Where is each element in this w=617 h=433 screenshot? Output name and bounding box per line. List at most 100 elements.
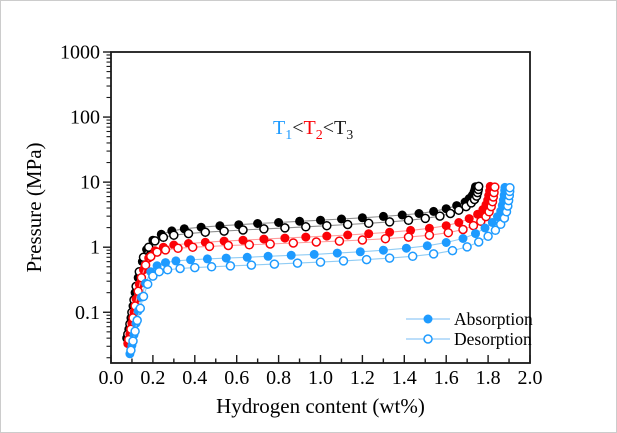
data-point-marker: [322, 220, 332, 231]
data-point-marker: [152, 247, 162, 257]
data-point-marker: [269, 259, 280, 269]
data-point-marker: [462, 242, 472, 252]
data-point-marker: [280, 233, 290, 243]
data-point-marker: [190, 262, 200, 273]
legend-label: Absorption: [454, 309, 533, 329]
data-point-marker: [173, 243, 183, 254]
data-point-marker: [378, 211, 388, 221]
data-point-marker: [130, 326, 140, 337]
data-point-marker: [292, 258, 303, 268]
data-point-marker: [146, 251, 156, 262]
y-tick-label: 0.1: [75, 302, 100, 324]
data-point-marker: [183, 228, 194, 239]
data-point-marker: [428, 249, 439, 259]
data-point-marker: [150, 236, 160, 246]
data-point-marker: [238, 225, 248, 235]
annotation-text: T1<T2<T3: [273, 117, 353, 143]
data-point-marker: [355, 247, 365, 257]
data-point-marker: [483, 231, 493, 242]
data-point-marker: [138, 291, 149, 302]
data-point-marker: [445, 208, 456, 219]
y-tick-label: 1: [90, 237, 100, 259]
x-axis-ticks: 0.0 0.2 0.4 0.6 0.8 1.0 1.2 1.4 1.6 1.8 2.0: [99, 355, 543, 389]
chart-generated-content: 0.0 0.2 0.4 0.6 0.8 1.0 1.2 1.4 1.6 1.8 2.0 0.1 1 10 1…: [60, 42, 543, 390]
data-point-marker: [407, 251, 418, 262]
data-point-marker: [384, 217, 395, 227]
data-point-marker: [364, 229, 374, 239]
data-point-marker: [244, 240, 255, 250]
data-point-marker: [334, 236, 345, 246]
data-point-marker: [175, 263, 185, 274]
x-tick-label: 1.8: [476, 367, 501, 389]
data-point-marker: [253, 219, 263, 228]
data-point-marker: [447, 245, 458, 256]
data-point-marker: [441, 238, 451, 247]
data-point-marker: [280, 223, 290, 233]
data-point-marker: [480, 223, 490, 233]
data-point-marker: [343, 230, 353, 240]
data-point-marker: [424, 230, 435, 240]
legend-entry-desorption: Desorption: [406, 329, 532, 349]
data-point-marker: [337, 214, 346, 224]
data-point-marker: [397, 210, 407, 220]
data-point-marker: [301, 232, 311, 242]
data-point-marker: [435, 211, 445, 221]
data-point-marker: [403, 215, 414, 226]
data-point-marker: [274, 218, 284, 227]
data-point-marker: [458, 224, 468, 235]
data-point-marker: [128, 336, 138, 346]
data-point-marker: [246, 260, 257, 270]
data-point-marker: [487, 218, 497, 227]
data-point-marker: [154, 266, 164, 277]
data-point-marker: [357, 213, 367, 223]
data-point-marker: [420, 213, 431, 224]
data-point-marker: [454, 205, 464, 215]
data-point-marker: [363, 218, 374, 229]
data-point-marker: [357, 235, 368, 245]
data-point-marker: [471, 229, 480, 239]
data-point-marker: [288, 238, 299, 248]
data-point-marker: [378, 245, 388, 255]
data-point-marker: [464, 214, 474, 224]
data-point-marker: [126, 345, 136, 356]
data-point-marker: [401, 243, 411, 253]
data-point-marker: [160, 245, 171, 255]
data-point-marker: [204, 241, 215, 252]
data-point-marker: [263, 251, 273, 261]
data-point-marker: [219, 226, 229, 236]
data-point-marker: [142, 279, 153, 289]
data-point-marker: [414, 209, 424, 218]
data-point-marker: [223, 240, 234, 251]
data-point-marker: [403, 232, 414, 242]
data-point-marker: [490, 225, 501, 236]
data-point-marker: [309, 249, 319, 259]
legend-marker-open-circle: [423, 334, 433, 344]
data-point-marker: [441, 221, 451, 231]
data-point-marker: [221, 253, 231, 263]
data-point-marker: [384, 253, 395, 263]
data-point-marker: [140, 260, 151, 270]
data-point-marker: [443, 227, 454, 238]
legend-marker-filled-circle: [423, 314, 433, 324]
data-point-marker: [132, 315, 142, 326]
y-tick-label: 100: [70, 107, 100, 129]
plot-frame: [110, 51, 531, 364]
x-tick-label: 0.6: [224, 367, 249, 389]
data-point-marker: [301, 222, 311, 232]
x-tick-label: 0.2: [140, 367, 165, 389]
y-axis-ticks: 0.1 1 10 100 1000: [60, 42, 111, 359]
data-point-marker: [454, 218, 464, 227]
data-point-marker: [162, 265, 173, 275]
series-t1-desorption: [126, 182, 515, 356]
data-point-marker: [158, 232, 169, 243]
x-tick-label: 1.4: [392, 367, 417, 389]
series-t2-desorption: [124, 182, 500, 345]
data-point-marker: [169, 230, 179, 240]
data-point-marker: [206, 262, 217, 272]
data-point-marker: [259, 234, 269, 244]
x-tick-label: 0.8: [266, 367, 291, 389]
data-point-marker: [316, 215, 325, 225]
data-point-marker: [422, 241, 432, 251]
